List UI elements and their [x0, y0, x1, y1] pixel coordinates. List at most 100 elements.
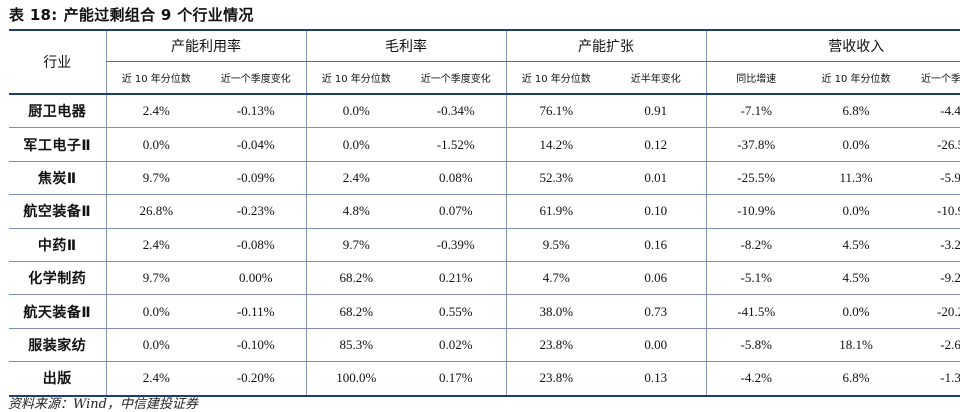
value-cell: 0.01 — [644, 169, 668, 185]
value-cell: 85.3% — [305, 328, 406, 362]
value-cell: 0.0% — [842, 303, 870, 319]
value-cell: 76.1% — [505, 94, 606, 128]
table-title: 表 18: 产能过剩组合 9 个行业情况 — [9, 4, 254, 25]
subheader: 近一个季度变化 — [921, 74, 960, 85]
subheader: 近一个季度变化 — [420, 74, 491, 85]
value-cell: 0.08% — [438, 169, 473, 185]
value-cell: 0.17% — [438, 370, 473, 386]
value-cell: 0.00 — [644, 336, 668, 352]
value-cell: 0.0% — [305, 94, 406, 128]
value-cell: 4.8% — [305, 194, 406, 229]
value-cell: 2.4% — [105, 94, 206, 128]
table-row: 航天装备Ⅱ 0.0% -0.11% 68.2% 0.55% 38.0% 0.73 -41.5%… — [9, 294, 960, 329]
value-cell: -0.10% — [236, 336, 275, 352]
value-cell: -10.9% — [705, 194, 806, 229]
table-row: 中药Ⅱ 2.4% -0.08% 9.7% -0.39% 9.5% 0.16 -8.2% 4.5%… — [9, 228, 960, 262]
value-cell: 4.5% — [842, 270, 870, 286]
value-cell: 0.12 — [644, 136, 668, 152]
industry-cell: 军工电子Ⅱ — [23, 137, 92, 154]
group-header-capacity-expansion: 产能扩张 — [505, 30, 706, 62]
value-cell: 23.8% — [505, 328, 606, 362]
value-cell: 38.0% — [505, 294, 606, 329]
value-cell: -0.34% — [436, 103, 475, 119]
table-row: 厨卫电器 2.4% -0.13% 0.0% -0.34% 76.1% 0.91 -7.1% 6.… — [9, 94, 960, 128]
source-note: 资料来源：Wind，中信建投证券 — [8, 397, 198, 412]
value-cell: 4.7% — [505, 261, 606, 295]
value-cell: 0.55% — [438, 303, 473, 319]
value-cell: 0.0% — [105, 328, 206, 362]
subheader: 近 10 年分位数 — [821, 74, 891, 85]
value-cell: 18.1% — [839, 336, 873, 352]
value-cell: -0.13% — [236, 103, 275, 119]
value-cell: 2.4% — [105, 361, 206, 396]
value-cell: -1.52% — [436, 136, 475, 152]
value-cell: -0.08% — [236, 236, 275, 252]
value-cell: -5.8% — [705, 328, 806, 362]
industry-cell: 厨卫电器 — [28, 104, 87, 121]
value-cell: 2.4% — [105, 228, 206, 262]
table-body: 厨卫电器 2.4% -0.13% 0.0% -0.34% 76.1% 0.91 -7.1% 6.… — [9, 94, 960, 396]
value-cell: 9.7% — [105, 261, 206, 295]
value-cell: 11.3% — [839, 169, 873, 185]
subheader: 近 10 年分位数 — [105, 61, 206, 94]
value-cell: 26.8% — [105, 194, 206, 229]
table-row: 服装家纺 0.0% -0.10% 85.3% 0.02% 23.8% 0.00 -5.8% 18… — [9, 328, 960, 362]
value-cell: -5.1% — [705, 261, 806, 295]
value-cell: 0.00% — [238, 270, 273, 286]
value-cell: 0.0% — [305, 127, 406, 162]
value-cell: -37.8% — [705, 127, 806, 162]
value-cell: -0.23% — [236, 203, 275, 219]
value-cell: 0.16 — [644, 236, 668, 252]
value-cell: -25.5% — [705, 161, 806, 195]
value-cell: -0.39% — [436, 236, 475, 252]
group-header-gross-margin: 毛利率 — [305, 30, 506, 62]
industry-header: 行业 — [9, 30, 106, 95]
group-header-capacity-utilization: 产能利用率 — [105, 30, 306, 62]
value-cell: 0.10 — [644, 203, 668, 219]
value-cell: 0.21% — [438, 270, 473, 286]
value-cell: 9.5% — [505, 228, 606, 262]
value-cell: -1.3% — [940, 370, 960, 386]
value-cell: 0.0% — [842, 203, 870, 219]
value-cell: -5.9% — [940, 169, 960, 185]
group-header-revenue: 营收收入 — [705, 30, 960, 62]
industry-cell: 航天装备Ⅱ — [23, 304, 92, 321]
value-cell: -41.5% — [705, 294, 806, 329]
value-cell: 52.3% — [505, 161, 606, 195]
value-cell: -4.2% — [705, 361, 806, 396]
industry-cell: 中药Ⅱ — [37, 237, 77, 254]
value-cell: 0.06 — [644, 270, 668, 286]
value-cell: -7.1% — [705, 94, 806, 128]
table-row: 化学制药 9.7% 0.00% 68.2% 0.21% 4.7% 0.06 -5.1% 4.5%… — [9, 261, 960, 295]
value-cell: 14.2% — [505, 127, 606, 162]
value-cell: 0.0% — [105, 294, 206, 329]
table-row: 焦炭Ⅱ 9.7% -0.09% 2.4% 0.08% 52.3% 0.01 -25.5% 11.… — [9, 161, 960, 195]
data-table-container: 行业 产能利用率 毛利率 产能扩张 营收收入 近 10 年分位数 近一个季度变化… — [9, 29, 960, 397]
industry-cell: 化学制药 — [28, 271, 87, 288]
value-cell: 100.0% — [305, 361, 406, 396]
value-cell: 9.7% — [105, 161, 206, 195]
value-cell: 68.2% — [305, 294, 406, 329]
value-cell: -26.5% — [937, 136, 960, 152]
value-cell: 6.8% — [842, 103, 870, 119]
value-cell: 6.8% — [842, 370, 870, 386]
industry-cell: 航空装备Ⅱ — [23, 204, 92, 221]
value-cell: 4.5% — [842, 236, 870, 252]
value-cell: -0.09% — [236, 169, 275, 185]
value-cell: -20.2% — [937, 303, 960, 319]
value-cell: -9.2% — [940, 270, 960, 286]
value-cell: 0.13 — [644, 370, 668, 386]
subheader: 近 10 年分位数 — [305, 61, 406, 94]
table-number: 表 18: — [9, 6, 58, 24]
table-row: 军工电子Ⅱ 0.0% -0.04% 0.0% -1.52% 14.2% 0.12 -37.8%… — [9, 127, 960, 162]
value-cell: -0.20% — [236, 370, 275, 386]
table-row: 航空装备Ⅱ 26.8% -0.23% 4.8% 0.07% 61.9% 0.10 -10.9%… — [9, 194, 960, 229]
value-cell: -0.11% — [237, 303, 275, 319]
industry-cell: 出版 — [42, 371, 72, 388]
industry-cell: 焦炭Ⅱ — [37, 170, 77, 187]
value-cell: 23.8% — [505, 361, 606, 396]
subheader: 近半年变化 — [630, 74, 681, 85]
value-cell: 61.9% — [505, 194, 606, 229]
subheader: 近一个季度变化 — [220, 74, 291, 85]
value-cell: 0.0% — [105, 127, 206, 162]
